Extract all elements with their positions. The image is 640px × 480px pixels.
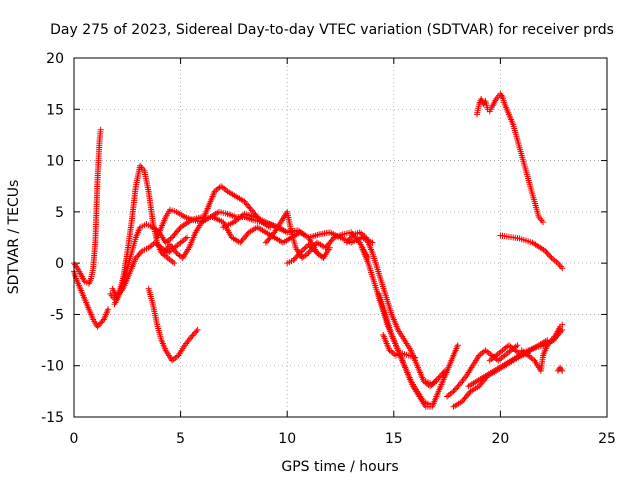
data-point bbox=[189, 332, 196, 339]
data-point bbox=[455, 382, 462, 389]
y-tick-label: 5 bbox=[55, 205, 64, 221]
data-point bbox=[439, 370, 446, 377]
data-point bbox=[514, 342, 521, 349]
x-tick-label: 0 bbox=[70, 431, 79, 447]
data-point bbox=[299, 247, 306, 254]
data-point bbox=[309, 245, 316, 252]
data-point bbox=[137, 249, 144, 256]
data-point bbox=[559, 265, 566, 272]
data-point bbox=[547, 253, 554, 260]
data-point bbox=[427, 401, 434, 408]
y-tick-label: -10 bbox=[41, 359, 64, 375]
y-tick-label: 0 bbox=[55, 256, 64, 272]
data-point bbox=[302, 244, 309, 251]
data-point bbox=[290, 257, 297, 264]
data-point bbox=[540, 219, 547, 226]
data-point bbox=[270, 230, 277, 237]
grid bbox=[74, 58, 607, 417]
data-point bbox=[291, 255, 298, 262]
data-point bbox=[305, 241, 312, 248]
data-point bbox=[114, 291, 121, 298]
data-point bbox=[546, 252, 553, 259]
data-point bbox=[438, 372, 445, 379]
data-point bbox=[132, 255, 139, 262]
data-point bbox=[183, 234, 190, 241]
data-point bbox=[99, 317, 106, 324]
data-point bbox=[294, 252, 301, 259]
data-point bbox=[188, 333, 195, 340]
data-point bbox=[451, 386, 458, 393]
data-point bbox=[298, 248, 305, 255]
data-point bbox=[450, 388, 457, 395]
data-point bbox=[412, 354, 419, 361]
data-point bbox=[308, 244, 315, 251]
data-point bbox=[190, 331, 197, 338]
data-point bbox=[320, 255, 327, 262]
y-tick-label: -15 bbox=[41, 410, 64, 426]
x-tick-label: 5 bbox=[176, 431, 185, 447]
x-tick-label: 10 bbox=[278, 431, 296, 447]
data-point bbox=[543, 249, 550, 256]
data-point bbox=[312, 248, 319, 255]
data-point bbox=[136, 250, 143, 257]
data-point bbox=[295, 251, 302, 258]
data-point bbox=[118, 287, 125, 294]
y-tick-label: 10 bbox=[46, 154, 64, 170]
x-tick-labels: 0 5 10 15 20 25 bbox=[70, 431, 616, 447]
data-point bbox=[94, 323, 101, 330]
data-point bbox=[454, 342, 461, 349]
data-point bbox=[544, 250, 551, 257]
data-point bbox=[95, 322, 102, 329]
data-point bbox=[440, 369, 447, 376]
data-point bbox=[113, 292, 120, 299]
y-axis-label: SDTVAR / TECUs bbox=[6, 180, 22, 295]
data-point bbox=[559, 367, 566, 374]
data-point bbox=[97, 320, 104, 327]
data-point bbox=[296, 249, 303, 256]
data-point bbox=[559, 321, 566, 328]
x-tick-label: 20 bbox=[491, 431, 509, 447]
data-point bbox=[98, 319, 105, 326]
x-tick-label: 25 bbox=[598, 431, 616, 447]
data-point bbox=[306, 243, 313, 250]
y-tick-label: 20 bbox=[46, 51, 64, 67]
data-point bbox=[105, 306, 112, 313]
data-point bbox=[193, 328, 200, 335]
data-point bbox=[194, 326, 201, 333]
y-tick-label: 15 bbox=[46, 102, 64, 118]
chart-title: Day 275 of 2023, Sidereal Day-to-day VTE… bbox=[50, 22, 614, 38]
data-point bbox=[441, 367, 448, 374]
data-point bbox=[134, 253, 141, 260]
data-point bbox=[542, 247, 549, 254]
x-axis-label: GPS time / hours bbox=[281, 459, 398, 475]
y-tick-labels: -15 -10 -5 0 5 10 15 20 bbox=[41, 51, 64, 426]
data-point bbox=[135, 252, 142, 259]
data-point bbox=[192, 329, 199, 336]
data-point bbox=[311, 247, 318, 254]
data-point bbox=[454, 384, 461, 391]
data-point bbox=[97, 126, 104, 133]
x-tick-label: 15 bbox=[385, 431, 403, 447]
data-marks bbox=[71, 90, 566, 410]
data-point bbox=[436, 373, 443, 380]
data-point bbox=[293, 254, 300, 261]
data-point bbox=[116, 290, 123, 297]
plot-frame bbox=[73, 57, 608, 418]
data-point bbox=[355, 238, 362, 245]
data-point bbox=[117, 288, 124, 295]
data-point bbox=[171, 260, 178, 267]
data-point bbox=[301, 245, 308, 252]
y-tick-label: -5 bbox=[50, 307, 64, 323]
data-point bbox=[435, 375, 442, 382]
data-point bbox=[453, 385, 460, 392]
